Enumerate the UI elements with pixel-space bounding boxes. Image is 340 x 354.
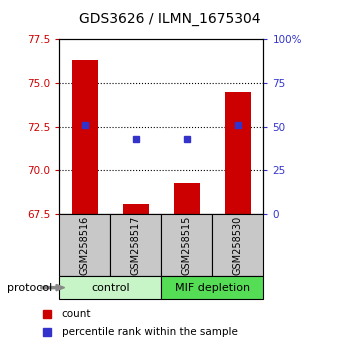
Bar [174,183,200,214]
Bar [212,214,264,276]
Bar [110,214,162,276]
Text: GSM258517: GSM258517 [131,216,141,275]
Text: MIF depletion: MIF depletion [175,282,250,293]
Bar [162,214,212,276]
Text: control: control [91,282,130,293]
Text: GSM258516: GSM258516 [80,216,90,275]
Bar [72,60,98,214]
Text: count: count [62,309,91,319]
Text: protocol: protocol [7,282,52,293]
Text: percentile rank within the sample: percentile rank within the sample [62,327,237,337]
Text: GSM258515: GSM258515 [182,216,192,275]
Bar [123,204,149,214]
Text: GDS3626 / ILMN_1675304: GDS3626 / ILMN_1675304 [79,12,261,27]
Bar [59,214,110,276]
Bar [59,276,162,299]
Bar [162,276,264,299]
Bar [225,92,251,214]
Text: GSM258530: GSM258530 [233,216,243,275]
